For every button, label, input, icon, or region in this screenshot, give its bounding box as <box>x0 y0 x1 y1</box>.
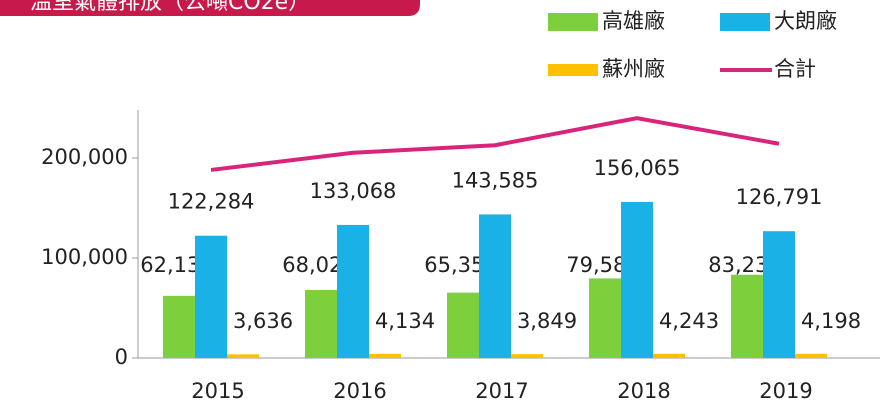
x-tick-label: 2017 <box>475 379 528 403</box>
bar <box>763 231 795 358</box>
bar <box>195 235 227 358</box>
bar <box>305 289 337 358</box>
title-tab <box>0 0 420 16</box>
value-label: 122,284 <box>168 190 255 214</box>
bar <box>589 278 621 358</box>
legend-swatch <box>548 13 598 31</box>
value-label: 4,134 <box>375 309 435 333</box>
x-tick-label: 2015 <box>191 379 244 403</box>
value-label: 3,849 <box>517 309 577 333</box>
bar <box>163 295 195 358</box>
bar <box>731 274 763 358</box>
value-label: 126,791 <box>736 185 823 209</box>
bar <box>369 353 401 358</box>
chart-title: 溫室氣體排放（公噸CO2e） <box>30 0 310 15</box>
y-tick-label: 0 <box>115 345 128 369</box>
value-label: 3,636 <box>233 309 293 333</box>
bar <box>227 354 259 358</box>
value-label: 133,068 <box>310 179 397 203</box>
value-label: 4,198 <box>801 309 861 333</box>
bar <box>337 224 369 358</box>
legend-swatch <box>548 64 598 76</box>
bar <box>621 201 653 358</box>
bar <box>653 353 685 358</box>
legend-label: 合計 <box>774 57 816 81</box>
value-label: 156,065 <box>594 156 681 180</box>
bar <box>479 214 511 358</box>
bar <box>447 292 479 358</box>
legend-label: 高雄廠 <box>602 9 665 33</box>
y-tick-label: 100,000 <box>41 245 128 269</box>
legend-swatch <box>720 13 770 31</box>
y-tick-label: 200,000 <box>41 145 128 169</box>
value-label: 143,585 <box>452 168 539 192</box>
value-label: 4,243 <box>659 309 719 333</box>
x-tick-label: 2019 <box>759 379 812 403</box>
bar <box>511 354 543 358</box>
x-tick-label: 2018 <box>617 379 670 403</box>
legend-label: 蘇州廠 <box>602 57 665 81</box>
total-line <box>210 116 780 172</box>
x-tick-label: 2016 <box>333 379 386 403</box>
bar <box>795 353 827 358</box>
legend-label: 大朗廠 <box>774 9 837 33</box>
